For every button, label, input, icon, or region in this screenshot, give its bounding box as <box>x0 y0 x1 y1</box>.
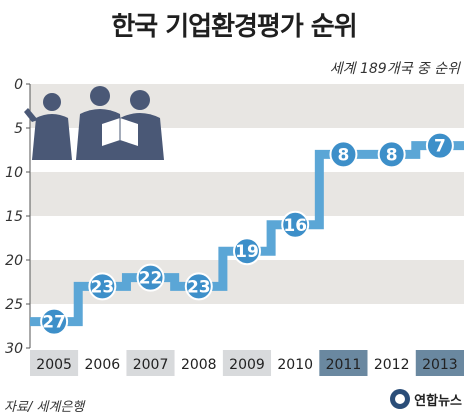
yonhap-logo: 연합뉴스 <box>390 389 462 409</box>
rank-marker <box>233 237 261 266</box>
chart-subtitle: 세계 189개국 중 순위 <box>329 61 460 77</box>
y-tick-label: 20 <box>5 253 23 269</box>
y-tick-label: 5 <box>14 121 23 137</box>
x-cell <box>319 350 368 376</box>
logo-text: 연합뉴스 <box>414 393 462 409</box>
x-cell <box>222 350 272 376</box>
x-cell <box>174 350 223 376</box>
x-cell <box>78 350 127 376</box>
y-tick-label: 15 <box>5 209 23 225</box>
x-cell <box>30 350 79 376</box>
x-tick-label: 2005 <box>36 357 72 373</box>
rank-marker <box>40 307 69 336</box>
y-axis: 0 5 10 15 20 25 30 <box>5 77 31 357</box>
rank-marker <box>88 272 117 301</box>
y-tick-label: 10 <box>5 165 23 181</box>
chart-title: 한국 기업환경평가 순위 <box>111 12 357 42</box>
x-cell <box>415 350 464 376</box>
x-tick-label: 2010 <box>277 357 313 373</box>
grid-band <box>30 304 464 348</box>
x-tick-label: 2012 <box>374 357 410 373</box>
rank-marker <box>377 140 406 169</box>
y-tick-label: 30 <box>5 341 23 357</box>
x-axis: 2005 2006 2007 2008 2009 2010 2011 2012 2013 <box>30 350 464 376</box>
grid-band <box>30 172 464 216</box>
x-tick-label: 2007 <box>133 357 169 373</box>
x-tick-label: 2006 <box>85 357 121 373</box>
rank-marker <box>281 210 310 239</box>
x-cell <box>367 350 416 376</box>
x-tick-label: 2011 <box>326 357 362 373</box>
rank-markers: 27 23 22 23 19 16 8 8 7 <box>40 131 454 336</box>
rank-label: 16 <box>283 216 307 236</box>
business-people-silhouette-icon <box>24 86 164 160</box>
rank-marker <box>184 272 213 301</box>
x-tick-label: 2009 <box>229 357 265 373</box>
rank-marker <box>425 131 454 160</box>
x-tick-label: 2013 <box>422 357 458 373</box>
source-note: 자료/ 세계은행 <box>4 400 85 415</box>
y-tick-label: 0 <box>14 77 23 93</box>
y-tick-label: 25 <box>5 297 23 313</box>
rank-label: 23 <box>90 277 114 297</box>
rank-label: 8 <box>338 145 350 165</box>
x-cell <box>126 350 175 376</box>
yonhap-logo-icon <box>390 389 411 409</box>
rank-label: 7 <box>434 137 446 157</box>
rank-label: 22 <box>139 269 163 289</box>
x-cell <box>271 350 320 376</box>
rank-label: 8 <box>386 145 398 165</box>
rank-label: 27 <box>42 313 66 333</box>
rank-label: 19 <box>235 242 259 262</box>
rank-marker <box>136 263 165 292</box>
x-tick-label: 2008 <box>181 357 217 373</box>
rank-label: 23 <box>187 277 211 297</box>
rank-marker <box>329 140 358 169</box>
